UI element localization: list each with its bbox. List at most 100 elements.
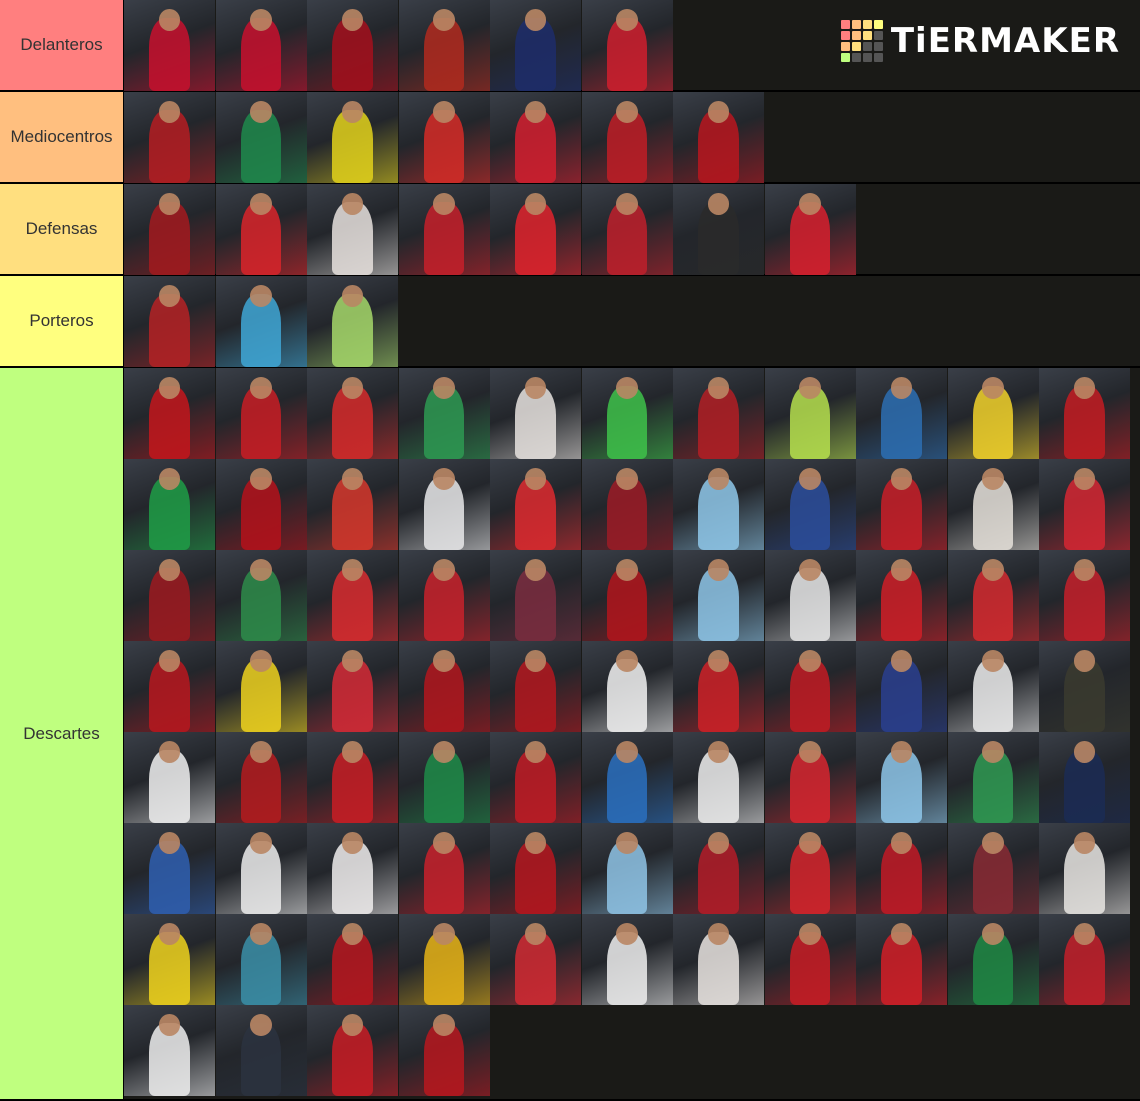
player-photo-tile[interactable]: [764, 184, 856, 275]
player-photo-tile[interactable]: [307, 914, 398, 1005]
player-photo-tile[interactable]: [124, 459, 215, 550]
player-photo-tile[interactable]: [307, 0, 398, 91]
player-photo-tile[interactable]: [764, 459, 856, 550]
player-photo-tile[interactable]: [307, 732, 398, 823]
player-photo-tile[interactable]: [1039, 550, 1130, 641]
tier-label[interactable]: Delanteros: [0, 0, 124, 90]
tier-label[interactable]: Descartes: [0, 368, 124, 1099]
player-photo-tile[interactable]: [307, 823, 398, 914]
player-photo-tile[interactable]: [124, 92, 215, 183]
player-photo-tile[interactable]: [490, 550, 581, 641]
player-photo-tile[interactable]: [124, 0, 215, 91]
player-photo-tile[interactable]: [307, 1005, 398, 1096]
player-photo-tile[interactable]: [581, 92, 673, 183]
player-photo-tile[interactable]: [764, 641, 856, 732]
player-photo-tile[interactable]: [398, 368, 490, 459]
player-photo-tile[interactable]: [215, 1005, 307, 1096]
player-photo-tile[interactable]: [307, 459, 398, 550]
player-photo-tile[interactable]: [490, 368, 581, 459]
player-photo-tile[interactable]: [947, 550, 1039, 641]
player-photo-tile[interactable]: [490, 184, 581, 275]
player-photo-tile[interactable]: [673, 550, 764, 641]
player-photo-tile[interactable]: [215, 732, 307, 823]
player-photo-tile[interactable]: [398, 914, 490, 1005]
player-photo-tile[interactable]: [856, 368, 947, 459]
player-photo-tile[interactable]: [124, 914, 215, 1005]
tier-label[interactable]: Defensas: [0, 184, 124, 274]
player-photo-tile[interactable]: [490, 92, 581, 183]
player-photo-tile[interactable]: [490, 0, 581, 91]
player-photo-tile[interactable]: [490, 641, 581, 732]
player-photo-tile[interactable]: [581, 459, 673, 550]
player-photo-tile[interactable]: [856, 823, 947, 914]
player-photo-tile[interactable]: [215, 368, 307, 459]
player-photo-tile[interactable]: [947, 732, 1039, 823]
player-photo-tile[interactable]: [1039, 732, 1130, 823]
player-photo-tile[interactable]: [856, 641, 947, 732]
player-photo-tile[interactable]: [673, 641, 764, 732]
player-photo-tile[interactable]: [124, 641, 215, 732]
player-photo-tile[interactable]: [673, 184, 764, 275]
player-photo-tile[interactable]: [581, 732, 673, 823]
player-photo-tile[interactable]: [490, 732, 581, 823]
player-photo-tile[interactable]: [764, 368, 856, 459]
player-photo-tile[interactable]: [215, 641, 307, 732]
player-photo-tile[interactable]: [673, 92, 764, 183]
player-photo-tile[interactable]: [398, 184, 490, 275]
player-photo-tile[interactable]: [1039, 914, 1130, 1005]
player-photo-tile[interactable]: [490, 914, 581, 1005]
player-photo-tile[interactable]: [398, 732, 490, 823]
player-photo-tile[interactable]: [215, 0, 307, 91]
player-photo-tile[interactable]: [581, 823, 673, 914]
player-photo-tile[interactable]: [947, 914, 1039, 1005]
player-photo-tile[interactable]: [947, 368, 1039, 459]
player-photo-tile[interactable]: [581, 914, 673, 1005]
player-photo-tile[interactable]: [856, 550, 947, 641]
player-photo-tile[interactable]: [124, 276, 215, 367]
player-photo-tile[interactable]: [947, 459, 1039, 550]
player-photo-tile[interactable]: [673, 732, 764, 823]
player-photo-tile[interactable]: [215, 92, 307, 183]
player-photo-tile[interactable]: [398, 550, 490, 641]
player-photo-tile[interactable]: [124, 823, 215, 914]
player-photo-tile[interactable]: [764, 732, 856, 823]
player-photo-tile[interactable]: [490, 459, 581, 550]
player-photo-tile[interactable]: [124, 1005, 215, 1096]
player-photo-tile[interactable]: [856, 914, 947, 1005]
player-photo-tile[interactable]: [1039, 641, 1130, 732]
player-photo-tile[interactable]: [307, 184, 398, 275]
player-photo-tile[interactable]: [947, 641, 1039, 732]
player-photo-tile[interactable]: [215, 550, 307, 641]
player-photo-tile[interactable]: [215, 276, 307, 367]
player-photo-tile[interactable]: [581, 641, 673, 732]
player-photo-tile[interactable]: [581, 0, 673, 91]
player-photo-tile[interactable]: [307, 550, 398, 641]
player-photo-tile[interactable]: [307, 368, 398, 459]
player-photo-tile[interactable]: [398, 459, 490, 550]
player-photo-tile[interactable]: [398, 641, 490, 732]
player-photo-tile[interactable]: [673, 823, 764, 914]
tiermaker-logo[interactable]: TiERMAKER: [840, 20, 1120, 62]
player-photo-tile[interactable]: [215, 459, 307, 550]
player-photo-tile[interactable]: [1039, 459, 1130, 550]
player-photo-tile[interactable]: [124, 550, 215, 641]
player-photo-tile[interactable]: [124, 368, 215, 459]
player-photo-tile[interactable]: [398, 823, 490, 914]
player-photo-tile[interactable]: [764, 823, 856, 914]
player-photo-tile[interactable]: [490, 823, 581, 914]
player-photo-tile[interactable]: [673, 459, 764, 550]
player-photo-tile[interactable]: [124, 184, 215, 275]
player-photo-tile[interactable]: [581, 184, 673, 275]
player-photo-tile[interactable]: [856, 732, 947, 823]
player-photo-tile[interactable]: [307, 92, 398, 183]
player-photo-tile[interactable]: [398, 0, 490, 91]
player-photo-tile[interactable]: [215, 914, 307, 1005]
player-photo-tile[interactable]: [398, 1005, 490, 1096]
player-photo-tile[interactable]: [764, 914, 856, 1005]
player-photo-tile[interactable]: [673, 914, 764, 1005]
player-photo-tile[interactable]: [856, 459, 947, 550]
player-photo-tile[interactable]: [673, 368, 764, 459]
player-photo-tile[interactable]: [398, 92, 490, 183]
player-photo-tile[interactable]: [307, 276, 398, 367]
player-photo-tile[interactable]: [307, 641, 398, 732]
